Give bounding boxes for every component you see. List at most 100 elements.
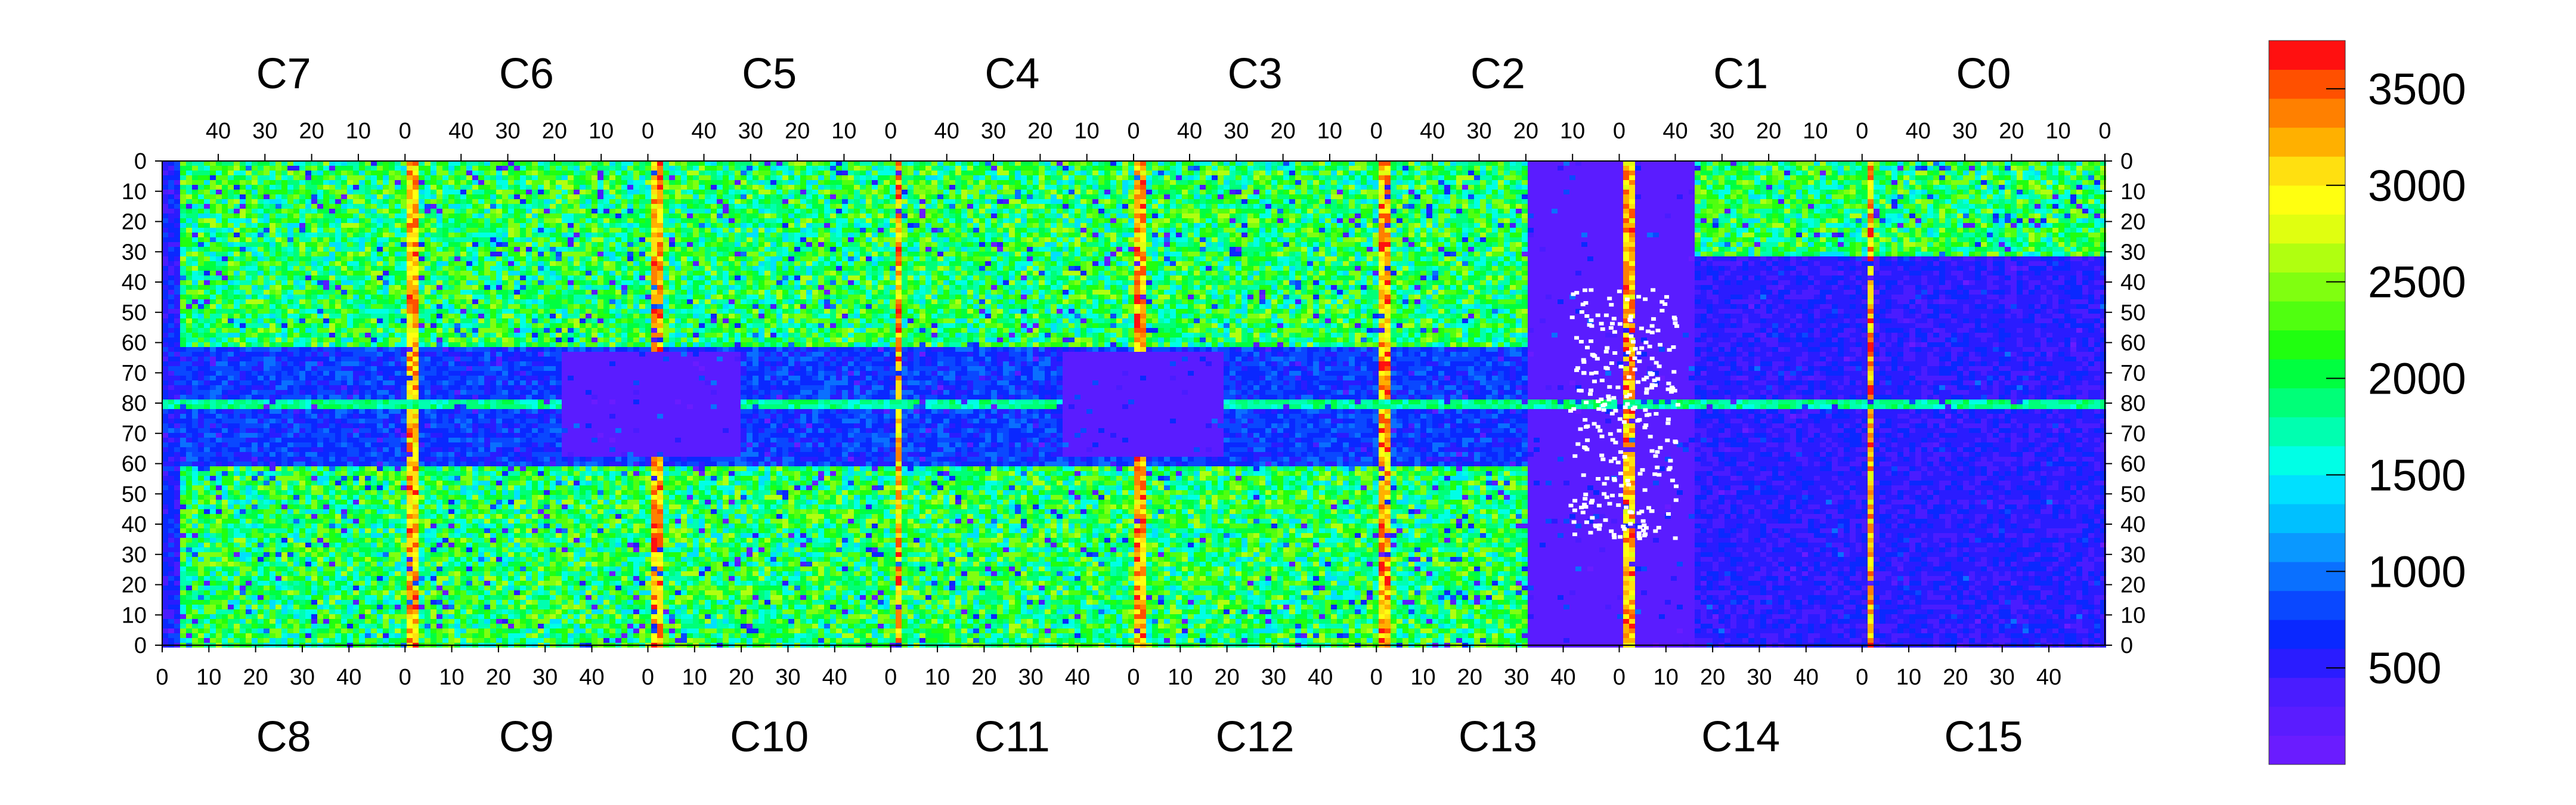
- heatmap-cell: [1397, 175, 1402, 180]
- heatmap-cell: [782, 171, 788, 175]
- heatmap-cell: [812, 171, 818, 175]
- heatmap-cell: [931, 185, 937, 190]
- heatmap-cell: [1295, 185, 1301, 190]
- heatmap-cell: [526, 204, 532, 209]
- heatmap-cell: [1134, 213, 1140, 218]
- heatmap-cell: [484, 204, 490, 209]
- heatmap-cell: [1426, 213, 1432, 218]
- heatmap-cell: [1408, 185, 1414, 190]
- heatmap-cell: [645, 223, 651, 228]
- heatmap-cell: [1027, 175, 1033, 180]
- heatmap-cell: [1301, 194, 1307, 199]
- heatmap-cell: [633, 175, 639, 180]
- heatmap-cell: [1361, 166, 1367, 171]
- heatmap-cell: [1522, 213, 1528, 218]
- heatmap-cell: [538, 161, 544, 166]
- heatmap-cell: [615, 190, 621, 194]
- heatmap-cell: [341, 171, 347, 175]
- heatmap-cell: [723, 185, 729, 190]
- heatmap-cell: [1015, 209, 1021, 213]
- heatmap-cell: [729, 204, 735, 209]
- heatmap-cell: [991, 209, 997, 213]
- heatmap-cell: [1838, 171, 1844, 175]
- heatmap-cell: [1760, 213, 1766, 218]
- heatmap-cell: [592, 218, 597, 223]
- heatmap-cell: [1080, 194, 1086, 199]
- heatmap-cell: [741, 185, 747, 190]
- heatmap-cell: [860, 204, 866, 209]
- heatmap-cell: [1915, 213, 1921, 218]
- heatmap-cell: [830, 218, 836, 223]
- heatmap-cell: [735, 185, 741, 190]
- heatmap-cell: [1868, 171, 1874, 175]
- heatmap-cell: [538, 209, 544, 213]
- heatmap-cell: [675, 175, 681, 180]
- heatmap-cell: [234, 204, 240, 209]
- heatmap-cell: [1939, 175, 1945, 180]
- heatmap-cell: [1730, 161, 1736, 166]
- heatmap-cell: [770, 171, 776, 175]
- heatmap-cell: [490, 194, 496, 199]
- heatmap-cell: [597, 204, 603, 209]
- heatmap-cell: [788, 218, 794, 223]
- heatmap-cell: [1850, 180, 1856, 185]
- heatmap-cell: [1349, 199, 1355, 204]
- heatmap-cell: [371, 161, 377, 166]
- heatmap-cell: [544, 171, 550, 175]
- heatmap-cell: [1116, 213, 1122, 218]
- heatmap-cell: [526, 190, 532, 194]
- heatmap-cell: [1021, 209, 1027, 213]
- heatmap-cell: [1784, 194, 1790, 199]
- heatmap-cell: [580, 199, 586, 204]
- heatmap-cell: [448, 218, 454, 223]
- heatmap-cell: [234, 223, 240, 228]
- heatmap-cell: [1784, 185, 1790, 190]
- heatmap-cell: [1611, 218, 1617, 223]
- heatmap-cell: [1468, 194, 1474, 199]
- heatmap-cell: [1194, 209, 1200, 213]
- heatmap-cell: [1885, 171, 1891, 175]
- heatmap-cell: [919, 161, 925, 166]
- heatmap-cell: [687, 180, 693, 185]
- heatmap-cell: [1057, 180, 1063, 185]
- heatmap-cell: [1713, 166, 1719, 171]
- heatmap-cell: [1909, 194, 1915, 199]
- heatmap-cell: [985, 171, 991, 175]
- heatmap-cell: [1444, 175, 1450, 180]
- heatmap-cell: [669, 213, 675, 218]
- heatmap-cell: [854, 194, 860, 199]
- heatmap-cell: [1462, 213, 1468, 218]
- heatmap-cell: [419, 218, 425, 223]
- heatmap-cell: [1617, 199, 1623, 204]
- heatmap-cell: [681, 171, 687, 175]
- heatmap-cell: [1277, 190, 1283, 194]
- heatmap-cell: [448, 190, 454, 194]
- heatmap-cell: [252, 166, 258, 171]
- heatmap-cell: [1546, 166, 1552, 171]
- heatmap-cell: [1862, 199, 1868, 204]
- heatmap-cell: [705, 175, 711, 180]
- heatmap-cell: [532, 185, 538, 190]
- heatmap-cell: [562, 161, 568, 166]
- heatmap-cell: [651, 199, 657, 204]
- heatmap-cell: [1999, 199, 2005, 204]
- heatmap-cell: [1116, 175, 1122, 180]
- heatmap-cell: [359, 218, 365, 223]
- heatmap-cell: [1927, 171, 1933, 175]
- heatmap-cell: [174, 190, 180, 194]
- heatmap-cell: [872, 199, 878, 204]
- heatmap-cell: [1724, 213, 1730, 218]
- heatmap-cell: [1057, 166, 1063, 171]
- heatmap-cell: [192, 223, 198, 228]
- heatmap-cell: [1170, 218, 1176, 223]
- heatmap-cell: [1307, 209, 1313, 213]
- heatmap-cell: [460, 204, 466, 209]
- heatmap-cell: [2035, 175, 2041, 180]
- heatmap-cell: [275, 171, 281, 175]
- heatmap-cell: [1307, 218, 1313, 223]
- heatmap-cell: [1337, 175, 1343, 180]
- heatmap-cell: [466, 223, 472, 228]
- heatmap-cell: [1665, 213, 1671, 218]
- heatmap-cell: [192, 185, 198, 190]
- heatmap-cell: [1874, 199, 1880, 204]
